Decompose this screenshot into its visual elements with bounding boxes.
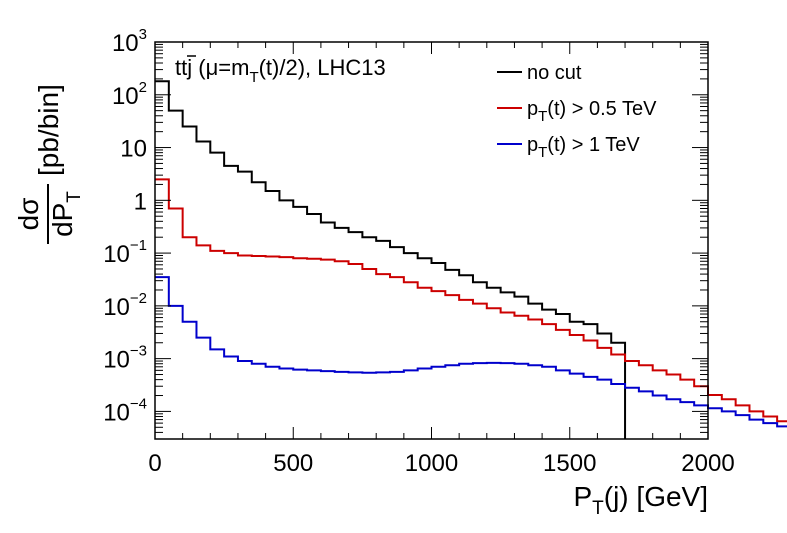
series-line-1 (155, 80, 627, 439)
legend-label-1: no cut (527, 62, 582, 84)
y-tick-label: 10−3 (103, 343, 147, 374)
y-tick-label: 10−1 (103, 237, 147, 268)
x-axis-title: PT(j) [GeV] (573, 481, 708, 519)
y-tick-label: 10−2 (103, 290, 147, 321)
x-axis-ticks (154, 42, 709, 439)
x-tick-label: 1500 (543, 450, 596, 477)
series-layer (155, 80, 787, 439)
x-tick-label: 2000 (681, 450, 734, 477)
y-tick-label: 102 (112, 79, 147, 110)
series-line-3 (155, 276, 787, 428)
series-line-2 (155, 178, 787, 423)
y-axis-ticks (155, 41, 708, 440)
svg-text:dPT: dPT (47, 191, 85, 237)
plot-annotation: ttj (μ=mT(t)/2), LHC13 (175, 55, 386, 86)
svg-text:dσ: dσ (13, 198, 44, 231)
y-tick-label: 1 (134, 188, 147, 215)
y-tick-label: 103 (112, 26, 147, 57)
svg-text:[pb/bin]: [pb/bin] (33, 84, 64, 176)
x-axis-tick-labels: 0 500 1000 1500 2000 (148, 450, 734, 477)
y-tick-label: 10 (120, 136, 147, 163)
x-tick-label: 1000 (405, 450, 458, 477)
x-tick-label: 500 (273, 450, 313, 477)
legend-label-3: pT(t) > 1 TeV (527, 134, 640, 161)
legend: no cut pT(t) > 0.5 TeV pT(t) > 1 TeV (497, 62, 657, 161)
x-tick-label: 0 (148, 450, 161, 477)
legend-label-2: pT(t) > 0.5 TeV (527, 98, 657, 125)
y-tick-label: 10−4 (103, 395, 147, 426)
y-axis-title: dσ dPT [pb/bin] (13, 84, 85, 244)
y-axis-tick-labels: 10−4 10−3 10−2 10−1 1 10 102 103 (103, 26, 147, 426)
